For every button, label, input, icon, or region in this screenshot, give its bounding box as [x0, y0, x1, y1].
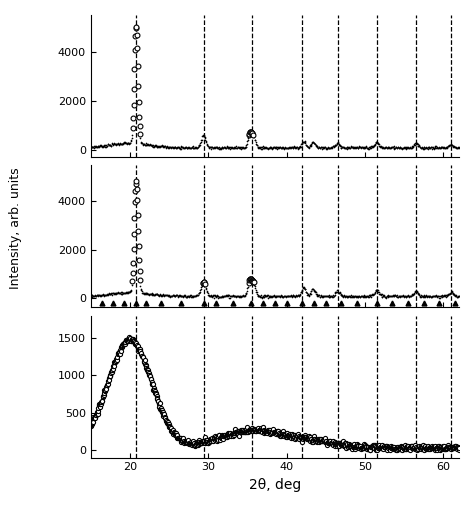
X-axis label: 2θ, deg: 2θ, deg — [249, 478, 301, 492]
Text: Intensity, arb. units: Intensity, arb. units — [9, 167, 22, 289]
